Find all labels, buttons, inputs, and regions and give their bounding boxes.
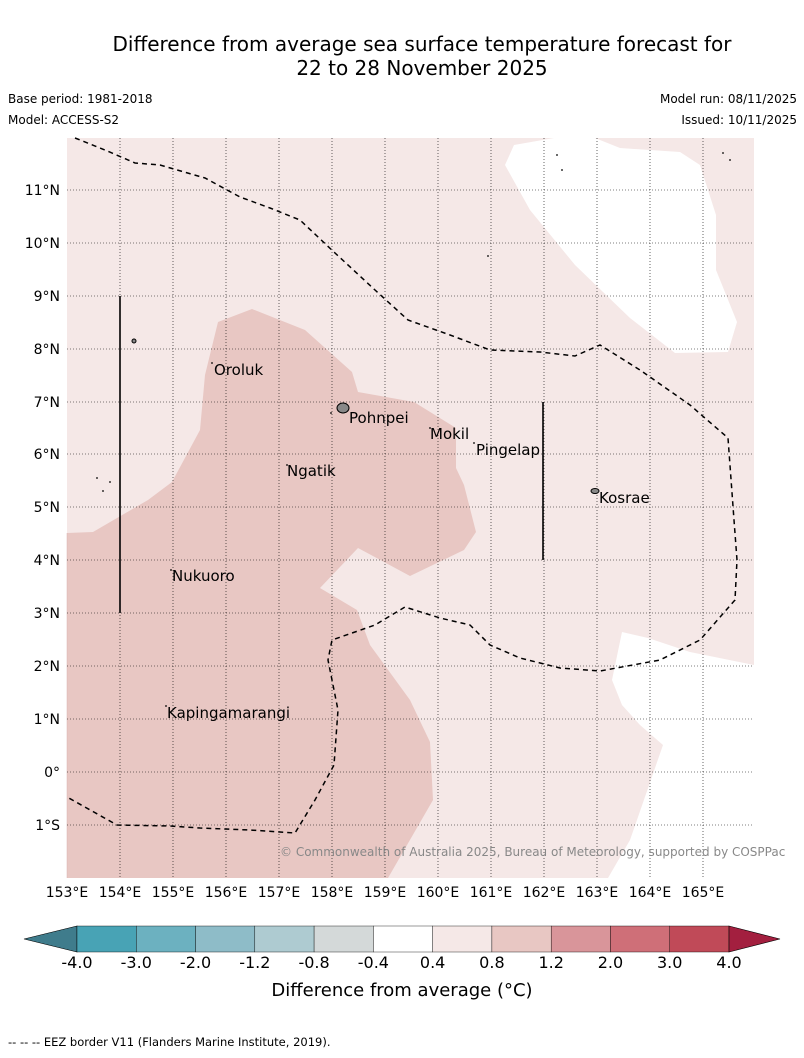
- svg-text:158°E: 158°E: [311, 885, 354, 901]
- svg-text:165°E: 165°E: [682, 885, 725, 901]
- svg-text:3°N: 3°N: [34, 606, 60, 622]
- title-line-1: Difference from average sea surface temp…: [112, 32, 732, 56]
- svg-text:6°N: 6°N: [34, 447, 60, 463]
- colorbar-label: Difference from average (°C): [271, 980, 533, 1001]
- colorbar-ticks: -4.0 -3.0 -2.0 -1.2 -0.8 -0.4 0.4 0.8 1.2 2.0 3.0 4…: [61, 953, 741, 972]
- svg-text:164°E: 164°E: [629, 885, 672, 901]
- atoll-dots: [96, 152, 731, 707]
- graticule: [67, 138, 754, 878]
- colorbar-bin: [254, 925, 315, 953]
- map-title: Difference from average sea surface temp…: [0, 32, 804, 80]
- colorbar-extend-min: [23, 925, 78, 953]
- svg-text:4°N: 4°N: [34, 553, 60, 569]
- svg-text:163°E: 163°E: [576, 885, 619, 901]
- issued-date: Issued: 10/11/2025: [681, 113, 797, 127]
- colorbar-bin: [432, 925, 493, 953]
- sst-anomaly-warm-region: [67, 309, 476, 878]
- colorbar-tick-label: 1.2: [538, 953, 563, 972]
- svg-text:9°N: 9°N: [34, 289, 60, 305]
- label-kosrae: Kosrae: [599, 489, 650, 507]
- model-name: Model: ACCESS-S2: [8, 113, 120, 127]
- longitude-labels: 153°E 154°E 155°E 156°E 157°E 158°E 159°…: [46, 885, 725, 901]
- model-run: Model run: 08/11/2025: [659, 92, 797, 106]
- colorbar-tick-label: 0.4: [420, 953, 445, 972]
- svg-text:160°E: 160°E: [417, 885, 460, 901]
- svg-text:155°E: 155°E: [152, 885, 195, 901]
- copyright-credit: © Commonwealth of Australia 2025, Bureau…: [280, 845, 786, 859]
- colorbar-bin: [550, 925, 611, 953]
- label-pohnpei: Pohnpei: [349, 409, 409, 427]
- colorbar-tick-label: -2.0: [180, 953, 211, 972]
- svg-text:1°N: 1°N: [34, 712, 60, 728]
- svg-text:156°E: 156°E: [205, 885, 248, 901]
- pohnpei-island: [336, 402, 350, 414]
- svg-text:153°E: 153°E: [46, 885, 89, 901]
- colorbar-tick-label: 4.0: [716, 953, 741, 972]
- svg-text:0°: 0°: [44, 765, 60, 781]
- islet: [131, 338, 137, 344]
- colorbar-bin: [195, 925, 256, 953]
- kosrae-island: [590, 488, 600, 494]
- colorbar-tick-label: -4.0: [61, 953, 92, 972]
- svg-text:159°E: 159°E: [364, 885, 407, 901]
- colorbar-bin: [76, 925, 137, 953]
- svg-text:162°E: 162°E: [523, 885, 566, 901]
- colorbar: [23, 925, 781, 953]
- label-nukuoro: Nukuoro: [172, 567, 235, 585]
- colorbar-extend-max: [728, 925, 781, 953]
- svg-text:8°N: 8°N: [34, 342, 60, 358]
- colorbar-tick-label: -0.4: [358, 953, 389, 972]
- svg-text:11°N: 11°N: [25, 183, 60, 199]
- svg-text:154°E: 154°E: [99, 885, 142, 901]
- colorbar-bin: [373, 925, 433, 953]
- colorbar-bin: [313, 925, 374, 953]
- eez-footnote: -- -- -- EEZ border V11 (Flanders Marine…: [8, 1035, 331, 1049]
- svg-text:10°N: 10°N: [25, 236, 60, 252]
- label-kapingamarangi: Kapingamarangi: [167, 704, 290, 722]
- colorbar-bin: [136, 925, 196, 953]
- eez-border: [66, 137, 738, 834]
- sst-anomaly-neutral-region-north: [505, 138, 737, 353]
- svg-text:157°E: 157°E: [258, 885, 301, 901]
- sst-anomaly-neutral-region-south: [608, 632, 754, 878]
- colorbar-tick-label: 3.0: [657, 953, 682, 972]
- label-mokil: Mokil: [430, 425, 469, 443]
- label-ngatik: Ngatik: [287, 462, 336, 480]
- colorbar-tick-label: -1.2: [239, 953, 270, 972]
- label-oroluk: Oroluk: [214, 361, 263, 379]
- base-period: Base period: 1981-2018: [8, 92, 153, 106]
- colorbar-bin: [491, 925, 552, 953]
- colorbar-bin: [669, 925, 730, 953]
- title-line-2: 22 to 28 November 2025: [296, 56, 548, 80]
- colorbar-tick-label: -3.0: [121, 953, 152, 972]
- latitude-labels: 11°N 10°N 9°N 8°N 7°N 6°N 5°N 4°N 3°N 2°…: [25, 183, 60, 834]
- svg-text:2°N: 2°N: [34, 659, 60, 675]
- colorbar-bin: [610, 925, 670, 953]
- svg-text:161°E: 161°E: [470, 885, 513, 901]
- colorbar-tick-label: 2.0: [598, 953, 623, 972]
- colorbar-tick-label: 0.8: [479, 953, 504, 972]
- svg-text:1°S: 1°S: [35, 818, 60, 834]
- svg-text:5°N: 5°N: [34, 500, 60, 516]
- colorbar-tick-label: -0.8: [298, 953, 329, 972]
- label-pingelap: Pingelap: [476, 441, 540, 459]
- svg-text:7°N: 7°N: [34, 395, 60, 411]
